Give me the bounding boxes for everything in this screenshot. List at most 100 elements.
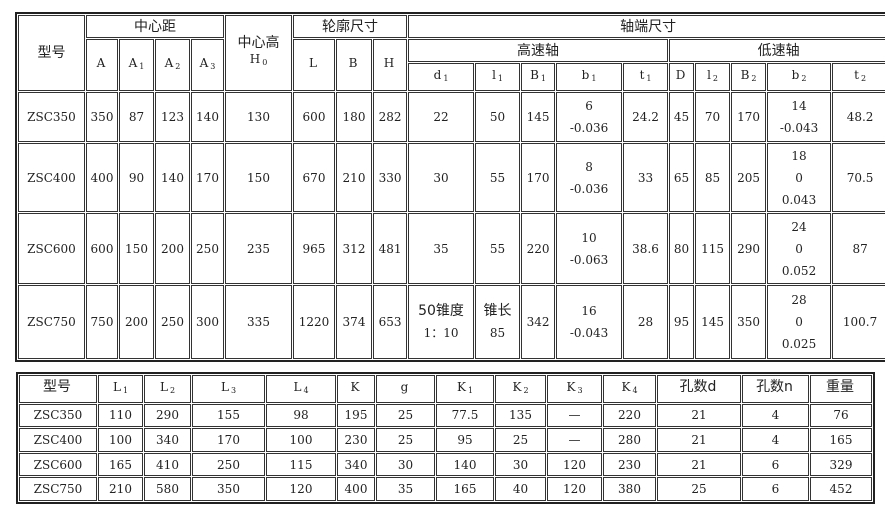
table-cell: 145 (521, 92, 556, 142)
table-cell: 150 (225, 143, 292, 212)
cell-line: 6 (585, 99, 593, 113)
table-cell: 140 (436, 452, 494, 477)
cell-line: 锥长 (483, 303, 512, 319)
header-col-L: L (293, 39, 335, 91)
table-row: ZSC350 350 87 123 140 130 600 180 282 22 50 145 6 -0.… (18, 92, 885, 142)
header-col-0: 型号 (19, 375, 97, 403)
table-cell: 165 (436, 477, 494, 501)
table-cell: 18 0 0.043 (767, 143, 832, 212)
table-row: ZSC350 110 290 155 98 195 25 77.5 135—220 21 4 76 (19, 403, 872, 428)
table-cell: 400 (86, 143, 118, 212)
table-cell: 210 (98, 477, 143, 501)
table-cell: 145 (695, 285, 731, 359)
cell-line: 22 (433, 110, 449, 124)
table-row: ZSC400 100 340 170 100 230 25 95 25—280 21 4 165 (19, 428, 872, 452)
table-cell: 312 (336, 213, 372, 284)
table-cell: 8 -0.036 (556, 143, 623, 212)
table-cell: 87 (832, 213, 885, 284)
cell-line: 18 (791, 148, 807, 163)
table-cell: 210 (336, 143, 372, 212)
table-cell: 965 (293, 213, 335, 284)
table-cell: 230 (337, 428, 375, 452)
cell-line: 28 (791, 293, 807, 307)
table-cell: 120 (547, 477, 602, 501)
table-cell: 155 (192, 403, 265, 428)
table-cell: 200 (119, 285, 154, 359)
header-outline: 轮廓尺寸 (293, 15, 408, 38)
table-cell: 80 (669, 213, 695, 284)
table-cell: 170 (731, 92, 767, 142)
table-cell: 30 (376, 452, 435, 477)
cell-line: 1：10 (423, 326, 459, 340)
table-cell: 45 (669, 92, 695, 142)
table-cell: 21 (657, 452, 741, 477)
table-cell: 70.5 (832, 143, 885, 212)
table-cell: 115 (266, 452, 336, 477)
table-cell: 280 (603, 428, 656, 452)
table-cell: 95 (436, 428, 494, 452)
table-cell: 100 (266, 428, 336, 452)
table-cell: 22 (408, 92, 475, 142)
table-cell: 329 (810, 452, 872, 477)
cell-line: 85 (489, 326, 506, 340)
table-cell: 600 (86, 213, 118, 284)
table-cell: 24 0 0.052 (767, 213, 832, 284)
table-cell: 33 (623, 143, 669, 212)
table-cell: 180 (336, 92, 372, 142)
cell-line: 30 (433, 170, 449, 185)
table-cell: 100 (98, 428, 143, 452)
table-cell: 120 (547, 452, 602, 477)
table-cell: 25 (495, 428, 546, 452)
table-cell: 250 (155, 285, 190, 359)
table-cell: 330 (373, 143, 408, 212)
table-cell: 35 (376, 477, 435, 501)
table-cell: 342 (521, 285, 556, 359)
table-cell: 85 (695, 143, 731, 212)
table-cell: 90 (119, 143, 154, 212)
table-cell: 195 (337, 403, 375, 428)
table-cell: 4 (742, 428, 809, 452)
cell-line: 10 (581, 230, 597, 245)
cell-line: 16 (581, 304, 597, 318)
header-col-13: 重量 (810, 375, 872, 403)
table-cell: 28 (623, 285, 669, 359)
table-cell: 55 (475, 213, 521, 284)
table-cell: ZSC750 (18, 285, 85, 359)
cell-line: 55 (489, 170, 506, 185)
table-cell: 21 (657, 428, 741, 452)
header-shaft-end: 轴端尺寸 (408, 15, 885, 38)
table-cell: 600 (293, 92, 335, 142)
table-cell: 170 (521, 143, 556, 212)
table-row: ZSC400 400 90 140 170 150 670 210 330 30 55 170 8 -0.… (18, 143, 885, 212)
cell-line: 0 (795, 170, 803, 185)
table-cell: 410 (144, 452, 191, 477)
table-cell: 25 (376, 403, 435, 428)
table-cell: 48.2 (832, 92, 885, 142)
table-cell: 4 (742, 403, 809, 428)
cell-line: 0.052 (781, 263, 817, 278)
cell-line: 0 (795, 315, 803, 329)
cell-line: 0.025 (781, 337, 817, 351)
table-cell: 50 (475, 92, 521, 142)
table-cell: 130 (225, 92, 292, 142)
table-cell: 282 (373, 92, 408, 142)
table-cell: 220 (521, 213, 556, 284)
table-cell: 374 (336, 285, 372, 359)
table-cell: 30 (408, 143, 475, 212)
table-cell: 205 (731, 143, 767, 212)
table-cell: 340 (337, 452, 375, 477)
